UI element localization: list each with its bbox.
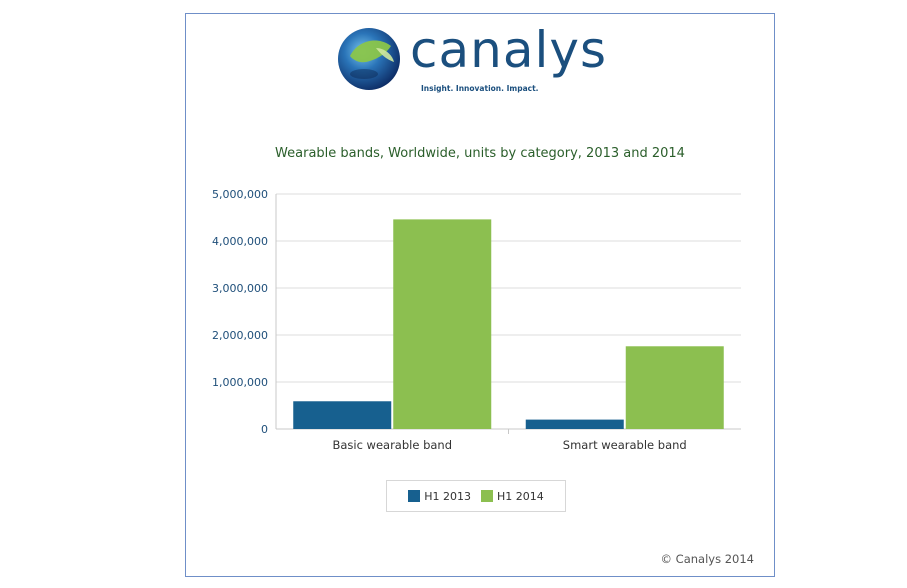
legend-item-h1-2013: H1 2013 xyxy=(408,490,471,503)
copyright-text: © Canalys 2014 xyxy=(660,552,754,566)
bar-h1-2014-smart xyxy=(625,346,724,429)
chart-legend: H1 2013 H1 2014 xyxy=(386,480,566,512)
logo-tagline: Insight. Innovation. Impact. xyxy=(421,84,539,93)
y-tick-label: 3,000,000 xyxy=(212,282,268,295)
canalys-logo: canalys Insight. Innovation. Impact. xyxy=(336,21,626,104)
y-tick-label: 0 xyxy=(261,423,268,436)
y-tick-label: 1,000,000 xyxy=(212,376,268,389)
legend-label-h1-2014: H1 2014 xyxy=(497,489,544,503)
bar-chart: 0 1,000,000 2,000,000 3,000,000 4,000,000 5,0… xyxy=(212,188,741,452)
legend-item-h1-2014: H1 2014 xyxy=(481,490,544,503)
y-tick-label: 2,000,000 xyxy=(212,329,268,342)
bar-h1-2013-smart xyxy=(525,419,624,429)
y-tick-label: 4,000,000 xyxy=(212,235,268,248)
legend-label-h1-2013: H1 2013 xyxy=(424,489,471,503)
globe-icon xyxy=(338,28,400,90)
bar-h1-2014-basic xyxy=(393,219,492,429)
chart-frame: canalys Insight. Innovation. Impact. Wea… xyxy=(185,13,775,577)
logo-wordmark: canalys xyxy=(410,21,607,79)
legend-swatch-h1-2014 xyxy=(481,490,493,502)
bar-h1-2013-basic xyxy=(293,401,392,429)
y-tick-label: 5,000,000 xyxy=(212,188,268,201)
chart-title: Wearable bands, Worldwide, units by cate… xyxy=(275,146,685,161)
legend-swatch-h1-2013 xyxy=(408,490,421,502)
x-category-label: Basic wearable band xyxy=(332,438,452,452)
x-category-label: Smart wearable band xyxy=(563,438,687,452)
